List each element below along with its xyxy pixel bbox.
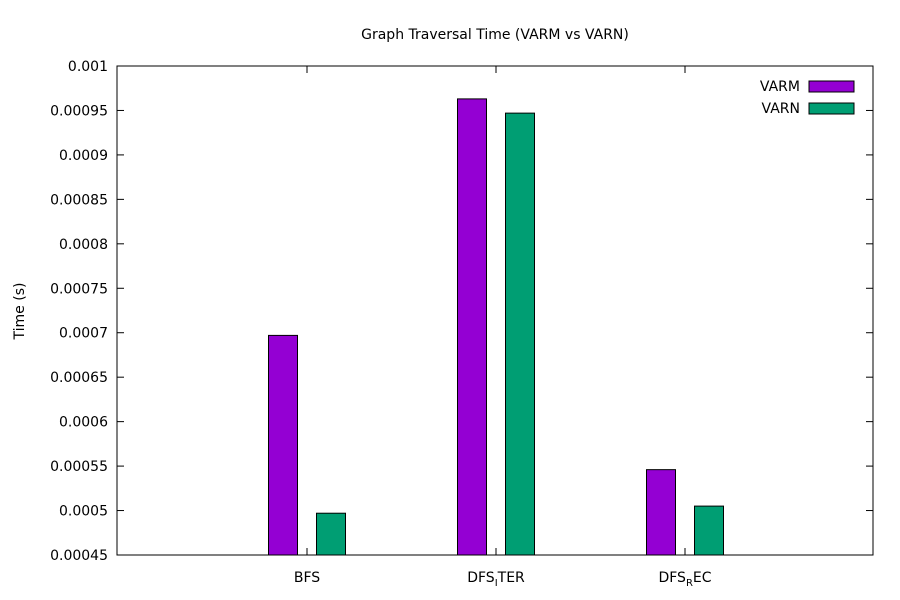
y-tick-label: 0.00085 bbox=[50, 192, 108, 208]
y-tick-label: 0.00075 bbox=[50, 281, 108, 297]
y-tick-label: 0.0007 bbox=[59, 326, 108, 342]
legend-swatch-varn bbox=[808, 102, 855, 115]
y-tick-label: 0.0008 bbox=[59, 237, 108, 253]
y-tick-label: 0.0009 bbox=[59, 148, 108, 164]
y-tick-label: 0.001 bbox=[68, 59, 108, 75]
bar-varn-3 bbox=[694, 505, 724, 556]
bar-varm-2 bbox=[457, 98, 487, 556]
x-tick-label: DFSREC bbox=[658, 570, 711, 589]
bar-varm-1 bbox=[268, 334, 298, 556]
y-tick-label: 0.0006 bbox=[59, 415, 108, 431]
x-tick-label: DFSITER bbox=[467, 570, 525, 589]
bars bbox=[268, 98, 724, 556]
x-tick-label: BFS bbox=[294, 570, 320, 586]
legend-label-varm: VARM bbox=[760, 79, 800, 95]
y-tick-label: 0.0005 bbox=[59, 504, 108, 520]
y-axis: 0.00045 0.0005 0.00055 0.0006 0.00065 0.0007 0… bbox=[50, 59, 873, 564]
y-tick-label: 0.00065 bbox=[50, 370, 108, 386]
bar-varn-2 bbox=[505, 112, 535, 556]
y-axis-label: Time (s) bbox=[12, 283, 28, 341]
legend-label-varn: VARN bbox=[762, 101, 800, 117]
chart-title: Graph Traversal Time (VARM vs VARN) bbox=[361, 27, 629, 43]
legend: VARM VARN bbox=[760, 79, 855, 117]
plot-frame bbox=[116, 65, 874, 556]
y-tick-label: 0.00045 bbox=[50, 548, 108, 564]
bar-varm-3 bbox=[646, 469, 676, 556]
legend-swatch-varm bbox=[808, 80, 855, 93]
y-tick-label: 0.00055 bbox=[50, 459, 108, 475]
bar-varn-1 bbox=[316, 512, 346, 556]
y-tick-label: 0.00095 bbox=[50, 103, 108, 119]
x-axis: BFS DFSITER DFSREC bbox=[294, 66, 712, 589]
